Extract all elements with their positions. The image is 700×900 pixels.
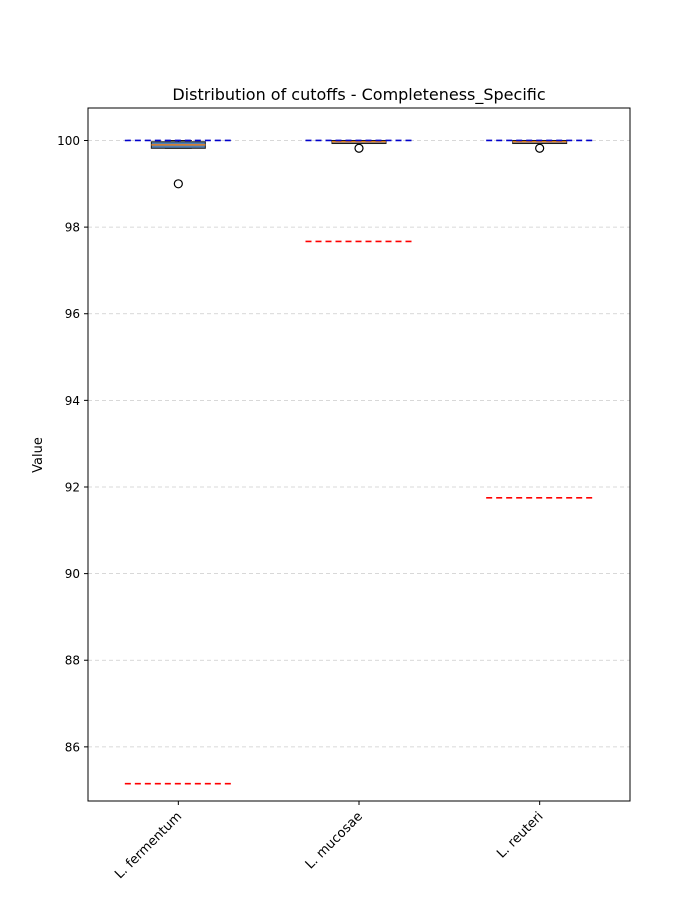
y-tick-label: 94 <box>65 394 80 408</box>
y-tick-label: 90 <box>65 567 80 581</box>
y-tick-label: 88 <box>65 654 80 668</box>
y-tick-label: 98 <box>65 221 80 235</box>
outlier-point <box>535 143 545 153</box>
y-axis-label: Value <box>31 437 46 473</box>
y-tick-label: 92 <box>65 480 80 494</box>
y-axis-ticks: 86 88 90 92 94 96 98 100 <box>57 134 88 754</box>
plot-frame <box>87 107 631 802</box>
chart-title: Distribution of cutoffs - Completeness_S… <box>172 85 545 105</box>
y-tick-label: 96 <box>65 307 80 321</box>
y-tick-label: 100 <box>57 134 80 148</box>
outlier-point <box>173 179 183 189</box>
y-tick-label: 86 <box>65 740 80 754</box>
cutoff-lines-layer <box>124 139 594 785</box>
box-group <box>331 139 387 153</box>
outlier-point <box>354 143 364 153</box>
